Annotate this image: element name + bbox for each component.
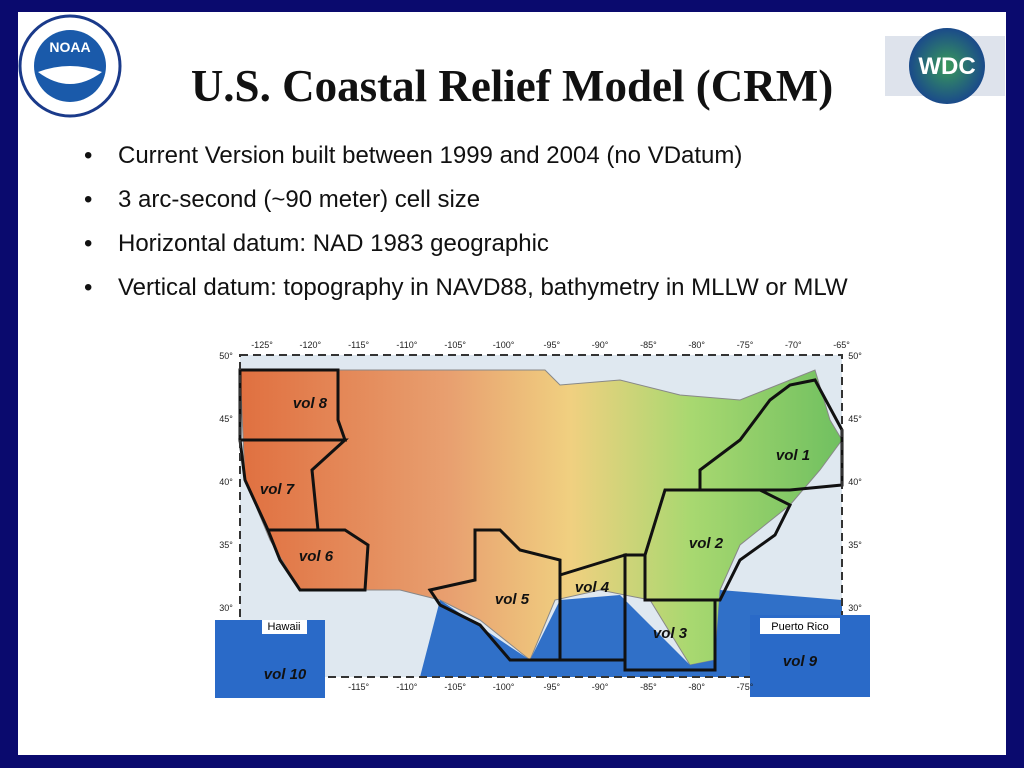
volume-label: vol 3 [653, 625, 688, 642]
axis-label: 40° [848, 477, 862, 487]
axis-label: -90° [592, 340, 609, 350]
axis-label: -65° [833, 340, 850, 350]
axis-label: -75° [737, 340, 754, 350]
volume-label: vol 10 [264, 666, 307, 683]
bullet: Vertical datum: topography in NAVD88, ba… [84, 274, 928, 301]
axis-label: -80° [688, 340, 705, 350]
axis-label: -110° [396, 682, 417, 692]
volume-label: vol 9 [783, 653, 818, 670]
volume-label: vol 5 [495, 591, 530, 608]
volume-label: vol 7 [260, 481, 295, 498]
volume-label: vol 6 [299, 548, 334, 565]
axis-label: -115° [348, 682, 369, 692]
axis-label: 35° [848, 540, 862, 550]
axis-label: -80° [688, 682, 705, 692]
inset-label: Puerto Rico [771, 621, 828, 633]
volume-label: vol 1 [776, 447, 810, 464]
axis-label: -85° [640, 682, 657, 692]
axis-label: 30° [848, 603, 862, 613]
axis-label: 30° [219, 603, 233, 613]
axis-label: -105° [444, 340, 466, 350]
bullet: Horizontal datum: NAD 1983 geographic [84, 230, 928, 257]
noaa-logo: NOAA [18, 14, 122, 118]
bullet-list: Current Version built between 1999 and 2… [84, 142, 928, 318]
bullet: Current Version built between 1999 and 2… [84, 142, 928, 169]
volume-label: vol 4 [575, 579, 610, 596]
axis-label: -115° [348, 340, 369, 350]
wdc-logo: WDC [885, 28, 1005, 104]
axis-label: -105° [444, 682, 466, 692]
axis-label: -95° [543, 340, 560, 350]
axis-label: 45° [219, 414, 233, 424]
axis-label: -125° [251, 340, 273, 350]
axis-label: 40° [219, 477, 233, 487]
axis-label: 50° [219, 351, 233, 361]
volume-label: vol 8 [293, 395, 328, 412]
axis-label: -75° [737, 682, 754, 692]
axis-label: -100° [493, 682, 515, 692]
inset-label: Hawaii [267, 621, 300, 633]
title: U.S. Coastal Relief Model (CRM) [190, 61, 834, 111]
axis-label: 35° [219, 540, 233, 550]
map [215, 340, 870, 700]
axis-label: -95° [543, 682, 560, 692]
axis-label: -70° [785, 340, 802, 350]
axis-label: -100° [493, 340, 515, 350]
axis-label: -120° [299, 340, 321, 350]
logo-text: WDC [918, 53, 975, 80]
logo-text: NOAA [49, 39, 90, 55]
volume-label: vol 2 [689, 535, 724, 552]
axis-label: 50° [848, 351, 862, 361]
axis-label: -85° [640, 340, 657, 350]
axis-label: -110° [396, 340, 417, 350]
axis-label: -90° [592, 682, 609, 692]
bullet: 3 arc-second (~90 meter) cell size [84, 186, 928, 213]
axis-label: 45° [848, 414, 862, 424]
